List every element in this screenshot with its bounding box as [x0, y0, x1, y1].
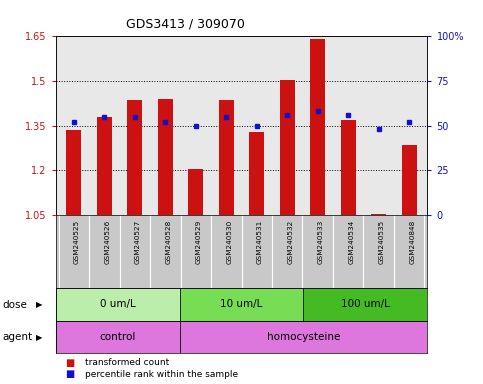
Text: 0 um/L: 0 um/L [99, 299, 135, 310]
Text: dose: dose [2, 300, 28, 310]
Text: GSM240532: GSM240532 [287, 220, 293, 265]
Text: GSM240526: GSM240526 [104, 220, 110, 265]
Text: control: control [99, 332, 136, 342]
Text: ▶: ▶ [36, 333, 43, 342]
Text: GSM240530: GSM240530 [226, 220, 232, 265]
Text: GSM240529: GSM240529 [196, 220, 202, 265]
Text: GSM240535: GSM240535 [379, 220, 384, 265]
Bar [249, 132, 264, 215]
Text: percentile rank within the sample: percentile rank within the sample [85, 370, 238, 379]
Bar [180, 288, 303, 321]
Text: 100 um/L: 100 um/L [341, 299, 390, 310]
Bar [371, 214, 386, 215]
Bar [56, 288, 180, 321]
Text: GSM240534: GSM240534 [348, 220, 354, 265]
Text: GSM240848: GSM240848 [409, 220, 415, 265]
Text: GSM240533: GSM240533 [318, 220, 324, 265]
Bar [188, 169, 203, 215]
Text: GSM240528: GSM240528 [165, 220, 171, 265]
Text: ■: ■ [65, 358, 74, 368]
Text: 10 um/L: 10 um/L [220, 299, 263, 310]
Bar [56, 321, 180, 353]
Bar [66, 130, 82, 215]
Text: ▶: ▶ [36, 300, 43, 309]
Text: GSM240525: GSM240525 [74, 220, 80, 265]
Text: GSM240527: GSM240527 [135, 220, 141, 265]
Bar [127, 101, 142, 215]
Bar [97, 117, 112, 215]
Text: transformed count: transformed count [85, 358, 169, 367]
Bar [310, 40, 326, 215]
Bar [280, 79, 295, 215]
Text: agent: agent [2, 332, 32, 342]
Text: GDS3413 / 309070: GDS3413 / 309070 [126, 17, 245, 30]
Bar [341, 120, 356, 215]
Bar [303, 288, 427, 321]
Bar [157, 99, 173, 215]
Text: homocysteine: homocysteine [267, 332, 340, 342]
Bar [219, 101, 234, 215]
Bar [180, 321, 427, 353]
Text: GSM240531: GSM240531 [257, 220, 263, 265]
Text: ■: ■ [65, 369, 74, 379]
Bar [401, 145, 417, 215]
